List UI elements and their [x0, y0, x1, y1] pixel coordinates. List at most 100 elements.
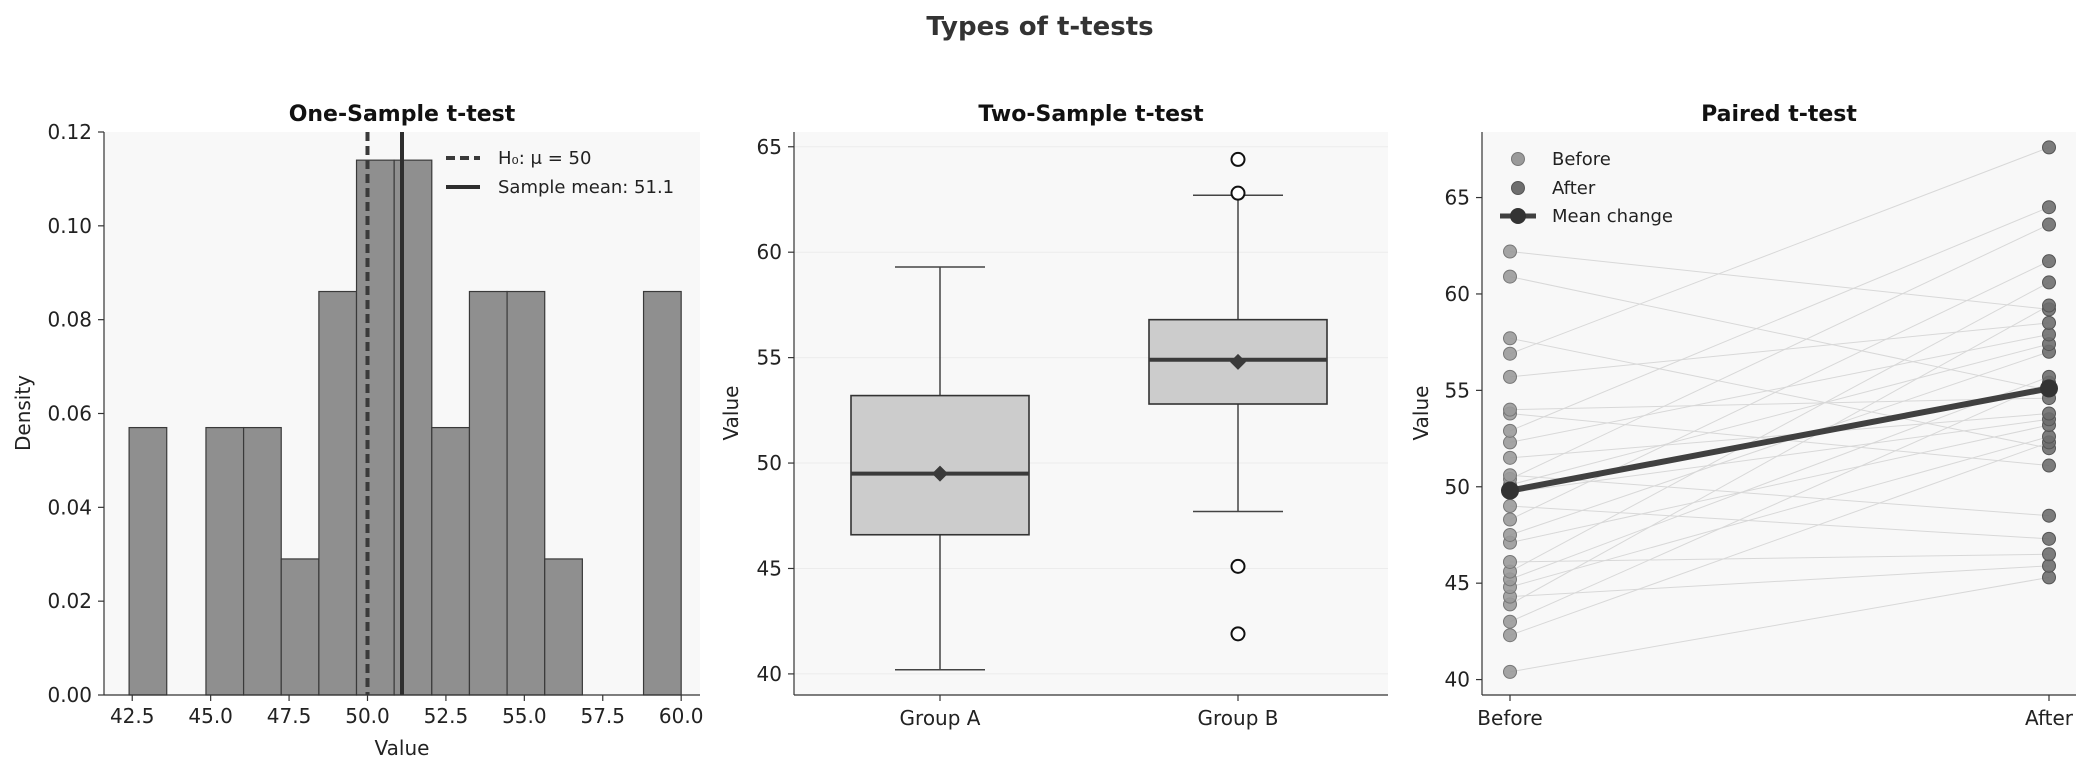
pair-connector-line	[1509, 474, 2050, 517]
x-tick-label: 52.5	[424, 704, 469, 728]
pair-connector-line	[1509, 276, 2050, 391]
y-tick-label: 0.00	[47, 683, 92, 707]
pair-connector-line	[1509, 206, 2050, 432]
y-tick-label: 50	[757, 451, 782, 475]
y-axis-label: Value	[1409, 386, 1433, 441]
pair-connector-line	[1509, 418, 2050, 494]
pair-connector-line	[1509, 424, 2050, 544]
legend-after-label: After	[1552, 178, 1596, 199]
after-point	[2042, 298, 2056, 313]
pair-connector-line	[1509, 505, 2050, 540]
pair-connector-line	[1509, 441, 2050, 636]
histogram-bar	[355, 159, 395, 696]
pair-connector-line	[1509, 397, 2050, 411]
after-point	[2042, 217, 2056, 232]
histogram-bar	[280, 558, 320, 696]
y-tick-label: 55	[757, 346, 782, 370]
x-tick-label: Before	[1477, 706, 1542, 730]
after-point	[2042, 254, 2056, 269]
y-axis-label: Density	[11, 375, 35, 451]
x-axis-label: Value	[375, 736, 430, 760]
y-tick-label: 65	[1445, 186, 1470, 210]
y-axis-label: Value	[719, 386, 743, 441]
histogram-bar	[544, 558, 583, 696]
pair-connector-line	[1509, 224, 2050, 480]
before-point	[1503, 346, 1517, 361]
x-tick-label: After	[2025, 706, 2074, 730]
pair-connector-line	[1509, 413, 2050, 459]
y-tick-label: 0.06	[47, 402, 92, 426]
figure-title: Types of t-tests	[926, 12, 1153, 42]
before-point	[1503, 664, 1517, 679]
x-tick-label: 57.5	[580, 704, 625, 728]
before-point	[1503, 527, 1517, 542]
x-tick-label: Group B	[1198, 706, 1279, 730]
y-tick-label: 65	[757, 135, 782, 159]
histogram-bar	[128, 426, 168, 696]
before-point	[1503, 369, 1517, 384]
x-tick-label: Group A	[900, 706, 981, 730]
pair-connector-line	[1509, 322, 2050, 378]
pair-connector-line	[1509, 376, 2050, 580]
before-point	[1503, 468, 1517, 483]
histogram-bar	[431, 426, 471, 696]
legend-h0-label: H₀: μ = 50	[498, 148, 591, 169]
before-point	[1503, 554, 1517, 569]
before-point	[1503, 614, 1517, 629]
legend-before-marker	[1511, 152, 1525, 166]
mean-after-point	[2040, 379, 2058, 398]
plot-area	[1482, 132, 2076, 695]
legend-mean-change-label: Mean change	[1552, 206, 1673, 227]
pair-connector-line	[1509, 251, 2050, 310]
pair-connector-line	[1509, 382, 2050, 623]
x-tick-label: 42.5	[110, 704, 155, 728]
legend: H₀: μ = 50 Sample mean: 51.1	[446, 148, 674, 198]
pair-connector-line	[1509, 436, 2050, 588]
before-point	[1503, 402, 1517, 417]
x-tick-label: 60.0	[659, 704, 704, 728]
paired-panel: Paired t-test Before After 40 45 50 55 60 65 V…	[1409, 102, 2076, 730]
histogram-bar	[642, 290, 682, 696]
y-tick-label: 60	[757, 240, 782, 264]
after-point	[2042, 406, 2056, 421]
y-tick-label: 45	[757, 556, 782, 580]
after-point	[2042, 315, 2056, 330]
y-tick-label: 0.10	[47, 214, 92, 238]
y-tick-label: 55	[1445, 378, 1470, 402]
mean-change-line	[1509, 385, 2050, 494]
pair-connector-line	[1509, 351, 2050, 536]
before-point	[1503, 331, 1517, 346]
before-point	[1503, 512, 1517, 527]
pair-connector-line	[1509, 565, 2050, 598]
histogram-bar	[393, 159, 433, 696]
mean-before-point	[1501, 481, 1519, 500]
box-iqr	[850, 394, 1030, 536]
legend-mean-change-marker	[1510, 208, 1526, 224]
panel-title: One-Sample t-test	[289, 102, 516, 127]
after-point	[2042, 275, 2056, 290]
pair-connector-line	[1509, 305, 2050, 605]
panel-title: Two-Sample t-test	[978, 102, 1204, 127]
outlier-point	[1230, 185, 1246, 201]
before-point	[1503, 244, 1517, 259]
before-point	[1503, 450, 1517, 465]
after-point	[2042, 558, 2056, 573]
after-point	[2042, 200, 2056, 215]
outlier-point	[1230, 626, 1246, 642]
y-tick-label: 0.08	[47, 308, 92, 332]
legend-before-label: Before	[1552, 149, 1611, 170]
histogram-bar	[242, 426, 282, 696]
before-point	[1503, 628, 1517, 643]
pair-connector-line	[1509, 333, 2050, 443]
two-sample-boxplot-panel: Two-Sample t-test Group A Group B 40 45 50 5…	[719, 102, 1388, 730]
x-tick-label: 50.0	[345, 704, 390, 728]
mean-marker	[1230, 353, 1246, 370]
after-point	[2042, 140, 2056, 155]
after-point	[2042, 531, 2056, 546]
y-tick-label: 0.04	[47, 495, 92, 519]
one-sample-histogram-panel: One-Sample t-test 42.5 45.0 47.5 50.0 52.5 55…	[11, 102, 703, 760]
pair-connector-line	[1509, 337, 2050, 449]
histogram-bar	[468, 290, 508, 696]
y-tick-label: 45	[1445, 571, 1470, 595]
